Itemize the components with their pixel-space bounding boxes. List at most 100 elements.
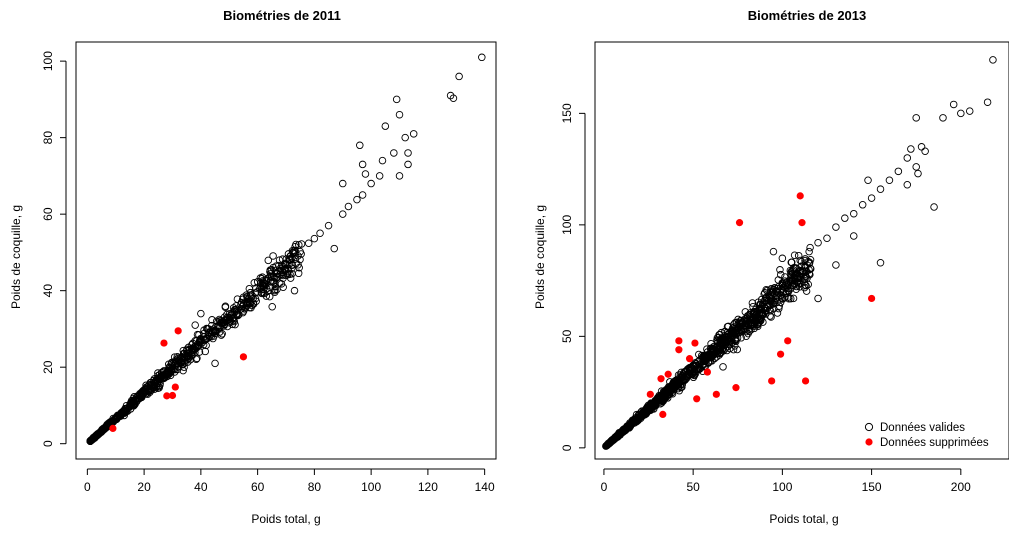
data-point xyxy=(746,309,755,317)
data-point-deleted xyxy=(685,355,694,363)
y-axis: 0 20 40 60 80 100 xyxy=(41,51,67,447)
x-axis-label: Poids total, g xyxy=(251,512,320,526)
data-point xyxy=(631,414,640,422)
data-point xyxy=(744,329,752,338)
data-point xyxy=(215,323,224,331)
x-axis: 0 50 100 150 200 xyxy=(601,468,971,494)
data-point xyxy=(282,260,290,269)
data-point xyxy=(666,378,674,386)
data-point xyxy=(965,107,974,115)
data-point xyxy=(684,369,693,378)
data-point xyxy=(449,94,458,102)
data-point xyxy=(478,53,486,62)
data-point xyxy=(680,376,689,385)
data-point xyxy=(272,262,280,270)
data-point xyxy=(297,240,306,248)
data-point xyxy=(294,261,302,269)
data-point xyxy=(268,302,276,311)
data-point xyxy=(864,176,872,185)
data-point xyxy=(643,405,652,413)
data-point xyxy=(259,281,268,290)
data-point xyxy=(949,100,958,109)
data-point xyxy=(310,234,319,243)
data-point xyxy=(762,285,770,294)
data-point xyxy=(957,109,965,118)
x-tick-label: 20 xyxy=(137,480,151,494)
data-point xyxy=(358,191,367,199)
data-point-deleted xyxy=(798,219,806,227)
data-point xyxy=(776,298,785,307)
data-point xyxy=(867,194,876,202)
data-point xyxy=(229,304,238,312)
data-point xyxy=(789,280,797,289)
data-point xyxy=(294,269,303,278)
data-point xyxy=(800,278,809,286)
data-point xyxy=(113,411,122,420)
data-point xyxy=(196,334,205,343)
data-point xyxy=(253,288,261,296)
data-point xyxy=(732,337,740,346)
data-point-deleted xyxy=(109,424,117,432)
data-point xyxy=(696,356,704,364)
panel-2013: Biométries de 2013 Poids total, g Poids … xyxy=(533,8,1009,526)
data-point xyxy=(182,350,190,359)
data-point xyxy=(716,339,724,347)
data-point xyxy=(126,402,134,411)
data-point xyxy=(361,170,370,178)
data-point-deleted xyxy=(675,346,683,354)
data-point xyxy=(606,438,614,447)
data-point xyxy=(748,299,757,307)
data-point xyxy=(841,214,849,222)
data-point xyxy=(790,251,799,260)
x-axis-label: Poids total, g xyxy=(769,512,838,526)
data-point xyxy=(200,329,208,338)
x-tick-label: 0 xyxy=(601,480,608,494)
data-point xyxy=(294,252,302,260)
data-point xyxy=(717,328,726,337)
data-point xyxy=(670,381,679,390)
data-point xyxy=(983,98,992,106)
data-point xyxy=(215,328,224,336)
x-tick-label: 60 xyxy=(251,480,265,494)
data-point xyxy=(455,72,463,81)
data-point xyxy=(796,256,804,265)
data-point-deleted xyxy=(768,377,776,385)
data-point xyxy=(731,342,739,350)
legend-marker-deleted xyxy=(865,438,873,446)
x-tick-label: 100 xyxy=(361,480,381,494)
data-point xyxy=(381,122,390,130)
data-point xyxy=(766,312,774,320)
data-point xyxy=(751,305,760,314)
series-valid xyxy=(609,56,997,444)
data-point xyxy=(353,195,361,204)
data-point-deleted xyxy=(664,370,672,378)
data-point xyxy=(814,294,822,303)
data-point xyxy=(274,272,282,281)
data-point xyxy=(266,266,274,274)
data-point xyxy=(117,410,126,419)
data-point xyxy=(778,281,787,290)
data-point xyxy=(339,210,347,218)
data-point xyxy=(225,313,233,322)
data-point xyxy=(747,326,755,334)
x-tick-label: 100 xyxy=(772,480,792,494)
y-tick-label: 100 xyxy=(560,215,574,235)
data-point-deleted xyxy=(735,219,744,227)
data-point xyxy=(676,380,685,389)
series-valid xyxy=(86,53,486,445)
data-point xyxy=(231,306,239,314)
data-point xyxy=(615,430,624,438)
data-point xyxy=(671,377,680,385)
data-point-deleted xyxy=(801,377,810,385)
data-point xyxy=(358,160,367,169)
y-tick-label: 0 xyxy=(41,440,55,447)
data-point xyxy=(286,255,294,264)
data-point xyxy=(796,270,804,278)
point-cloud xyxy=(602,243,815,450)
data-point xyxy=(681,376,689,384)
data-point xyxy=(789,294,798,303)
chart-title: Biométries de 2013 xyxy=(748,8,867,23)
data-point-deleted xyxy=(693,395,701,403)
data-point xyxy=(192,355,200,363)
data-point xyxy=(719,363,727,371)
